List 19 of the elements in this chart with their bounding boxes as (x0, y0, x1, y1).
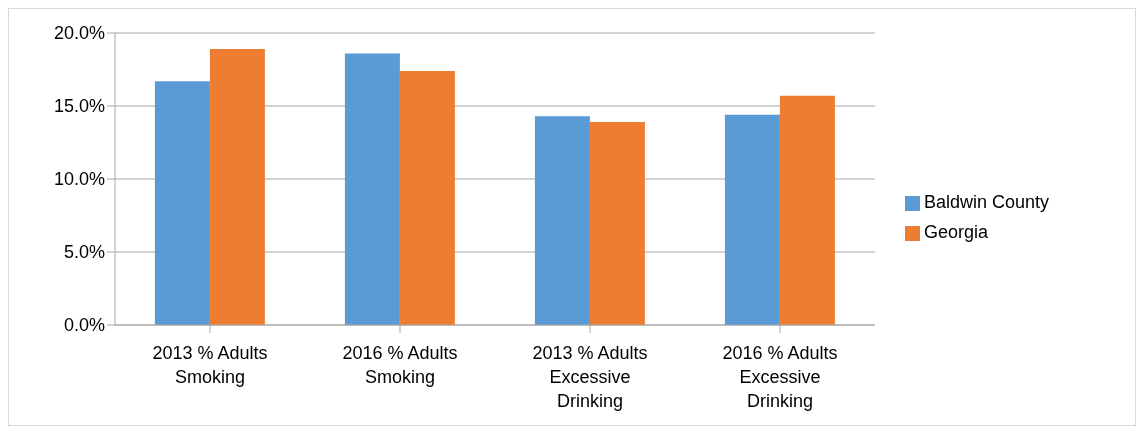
x-tick-label: 2016 % Adults Smoking (342, 343, 458, 387)
legend-label: Georgia (924, 222, 989, 242)
bar (344, 53, 400, 325)
y-tick-label: 0.0% (63, 315, 105, 336)
y-tick-label: 10.0% (53, 169, 105, 190)
legend-label: Baldwin County (924, 192, 1050, 212)
bar (534, 116, 590, 325)
bar (154, 81, 210, 325)
bar (209, 49, 265, 325)
bar (589, 122, 645, 325)
x-tick-label: 2013 % Adults Excessive Drinking (532, 343, 648, 411)
y-tick-label: 15.0% (53, 96, 105, 117)
bar (399, 70, 455, 325)
bar (724, 114, 780, 325)
x-tick-label: 2013 % Adults Smoking (152, 343, 268, 387)
y-tick-label: 20.0% (53, 23, 105, 44)
bar (779, 95, 835, 325)
y-tick-label: 5.0% (63, 242, 105, 263)
x-tick-label: 2016 % Adults Excessive Drinking (722, 343, 838, 411)
